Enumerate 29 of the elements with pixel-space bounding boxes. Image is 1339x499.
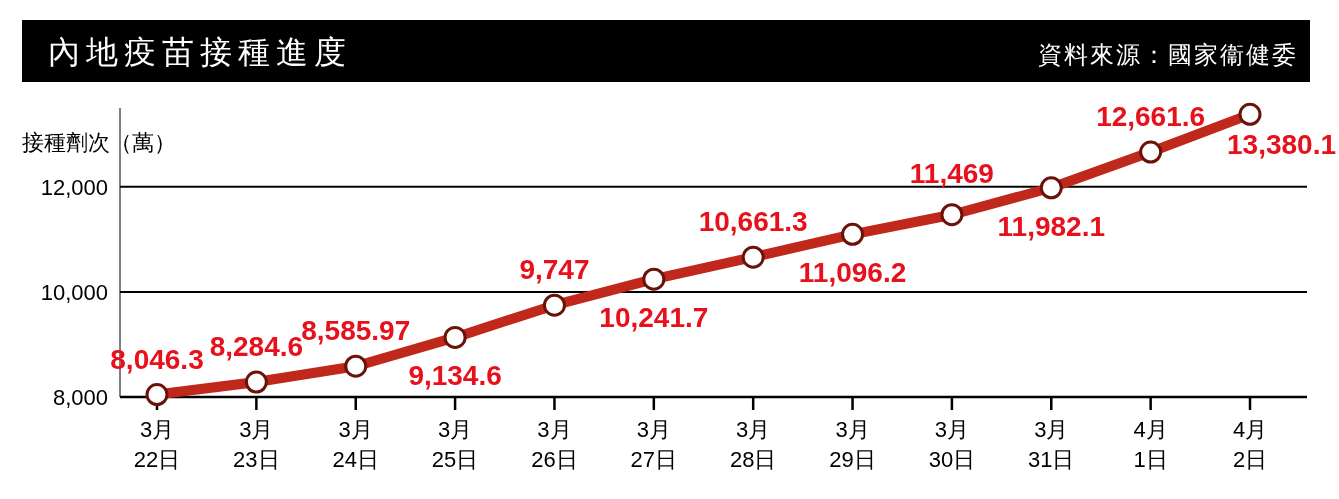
y-axis-title: 接種劑次（萬） — [22, 130, 176, 155]
x-tick-label: 3月 30日 — [928, 417, 976, 472]
data-label: 8,046.3 — [110, 343, 204, 375]
data-label: 10,241.7 — [599, 302, 709, 334]
data-label: 13,380.1 — [1227, 129, 1336, 161]
data-label: 11,982.1 — [997, 210, 1105, 242]
x-tick-label: 3月 29日 — [829, 417, 876, 472]
x-tick-label: 3月 26日 — [531, 417, 578, 472]
data-label: 11,096.2 — [798, 257, 907, 289]
x-tick-label: 3月 23日 — [233, 417, 280, 472]
data-label: 8,585.97 — [301, 315, 411, 347]
y-tick-label: 10,000 — [40, 279, 108, 305]
x-tick-label: 3月 24日 — [332, 417, 379, 472]
x-tick-label: 3月 22日 — [133, 417, 181, 472]
x-tick-label: 3月 25日 — [431, 417, 479, 472]
data-label: 12,661.6 — [1096, 101, 1206, 133]
x-tick-label: 3月 28日 — [729, 417, 777, 472]
y-tick-label: 8,000 — [52, 385, 108, 410]
x-tick-label: 3月 27日 — [630, 417, 678, 472]
x-tick-label: 4月 2日 — [1232, 417, 1268, 472]
data-label: 9,747 — [519, 254, 590, 286]
data-label: 10,661.3 — [698, 206, 808, 238]
x-tick-label: 4月 1日 — [1133, 417, 1168, 472]
y-tick-label: 12,000 — [40, 174, 108, 200]
source-note: 資料來源：國家衞健委 — [1038, 41, 1298, 68]
chart-title: 內地疫苗接種進度 — [48, 34, 352, 70]
x-tick-label: 3月 31日 — [1028, 417, 1075, 472]
data-label: 11,469 — [909, 157, 994, 189]
data-label: 9,134.6 — [408, 360, 502, 392]
